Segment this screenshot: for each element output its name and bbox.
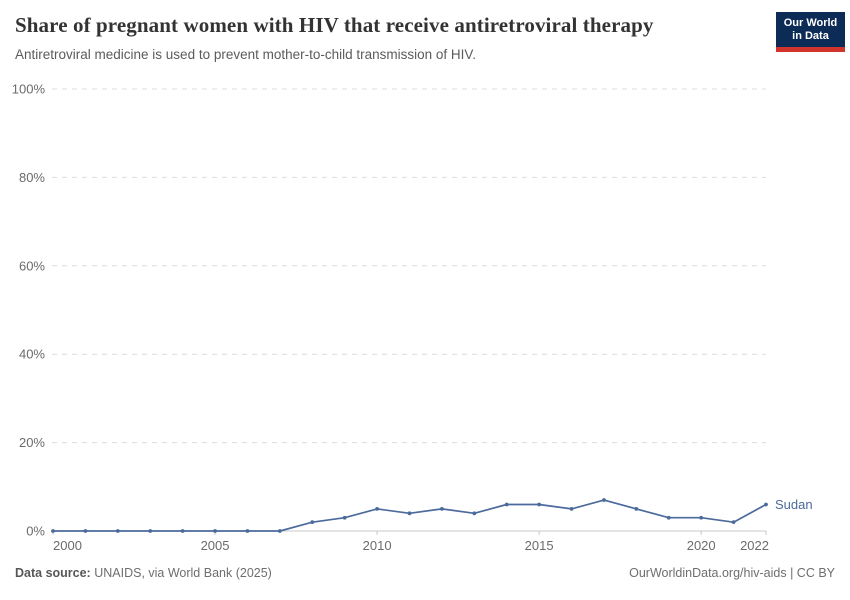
y-axis-tick-label: 60%	[19, 258, 45, 273]
y-axis-tick-label: 80%	[19, 170, 45, 185]
y-axis-tick-label: 20%	[19, 435, 45, 450]
x-axis-tick-label: 2000	[53, 538, 82, 553]
series-end-label: Sudan	[775, 497, 813, 512]
x-axis-tick-label: 2010	[363, 538, 392, 553]
data-point-marker	[537, 502, 542, 507]
chart-title: Share of pregnant women with HIV that re…	[15, 13, 654, 37]
data-point-marker	[245, 529, 250, 533]
data-point-marker	[472, 511, 477, 516]
credit-line: OurWorldinData.org/hiv-aids | CC BY	[629, 566, 835, 580]
data-point-marker	[83, 529, 88, 533]
data-point-marker	[504, 502, 509, 507]
data-point-marker	[602, 498, 606, 502]
data-point-marker	[634, 507, 639, 511]
y-axis-tick-label: 100%	[12, 82, 46, 97]
owid-logo-line1: Our World	[783, 17, 838, 29]
x-axis-tick-label: 2005	[201, 538, 230, 553]
data-point-marker	[115, 529, 120, 533]
owid-logo: Our World in Data	[776, 12, 845, 52]
x-axis-tick-label: 2022	[740, 538, 769, 553]
y-axis-tick-label: 0%	[26, 524, 45, 539]
series-line-sudan	[52, 499, 767, 532]
data-point-marker	[731, 520, 736, 525]
data-point-marker	[180, 529, 185, 533]
data-point-marker	[699, 515, 704, 520]
data-point-marker	[375, 507, 379, 511]
data-point-marker	[213, 529, 217, 533]
data-source-prefix: Data source:	[15, 566, 91, 580]
chart-footer: Data source: UNAIDS, via World Bank (202…	[15, 566, 835, 580]
y-axis-tick-label: 40%	[19, 347, 45, 362]
data-point-marker	[342, 515, 347, 520]
x-axis-tick-label: 2020	[687, 538, 716, 553]
data-point-marker	[148, 529, 153, 533]
data-point-marker	[277, 529, 282, 533]
data-point-marker	[440, 507, 444, 511]
data-source: Data source: UNAIDS, via World Bank (202…	[15, 566, 272, 580]
data-point-marker	[407, 511, 412, 516]
data-point-marker	[569, 507, 574, 511]
chart-subtitle: Antiretroviral medicine is used to preve…	[15, 47, 476, 62]
data-point-marker	[51, 529, 55, 533]
x-axis-tick-label: 2015	[525, 538, 554, 553]
data-point-marker	[666, 515, 671, 520]
data-point-marker	[764, 502, 768, 507]
data-source-value: UNAIDS, via World Bank (2025)	[94, 566, 272, 580]
owid-logo-line2: in Data	[792, 30, 829, 42]
data-point-marker	[310, 520, 315, 525]
